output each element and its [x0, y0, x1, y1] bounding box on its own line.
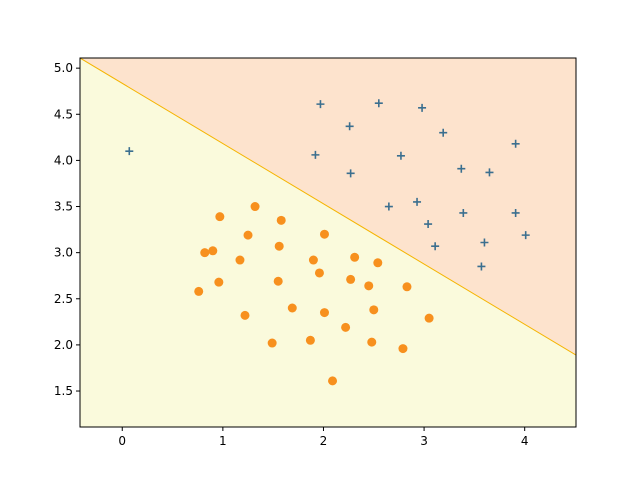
plus-point: [511, 139, 520, 148]
circle-point: [276, 215, 286, 225]
circle-point: [215, 212, 225, 222]
plus-point: [418, 103, 427, 112]
plus-point: [480, 238, 489, 247]
plus-point: [346, 169, 355, 178]
x-tick-label: 4: [521, 434, 529, 448]
y-tick-label: 2.0: [54, 338, 73, 352]
axes-frame: [79, 57, 577, 428]
circle-point: [367, 337, 377, 347]
x-tick-label: 0: [118, 434, 126, 448]
circle-point: [398, 344, 408, 354]
circle-point: [341, 322, 351, 332]
plus-point: [316, 100, 325, 109]
axes: 0 1 2 3 4 1.5 2.0 2.5 3.0 3.5 4.0 4.5 5.0: [54, 61, 529, 448]
plus-point: [384, 202, 393, 211]
circle-point: [373, 258, 383, 268]
plot-area: [80, 58, 576, 427]
circle-point: [319, 308, 329, 318]
plus-point: [413, 197, 422, 206]
y-tick-label: 3.0: [54, 246, 73, 260]
circle-point: [350, 252, 360, 262]
circle-point: [200, 248, 210, 258]
plus-point: [374, 99, 383, 108]
plus-point: [125, 147, 134, 156]
circle-point: [274, 241, 284, 251]
circle-point: [364, 281, 374, 291]
plus-point: [424, 220, 433, 229]
plus-point: [459, 208, 468, 217]
circle-point: [208, 246, 218, 256]
y-tick-label: 4.0: [54, 153, 73, 167]
circle-point: [305, 335, 315, 345]
circle-point: [319, 229, 329, 239]
circle-point: [402, 282, 412, 292]
y-tick-label: 2.5: [54, 292, 73, 306]
y-tick-label: 1.5: [54, 384, 73, 398]
circle-point: [346, 274, 356, 284]
plus-point: [345, 122, 354, 131]
circle-point: [273, 276, 283, 286]
x-tick-label: 2: [320, 434, 328, 448]
plus-point: [396, 151, 405, 160]
plus-point: [477, 262, 486, 271]
circle-point: [328, 376, 338, 386]
plus-point: [431, 242, 440, 251]
circle-point: [214, 277, 224, 287]
plus-point: [311, 150, 320, 159]
circle-point: [287, 303, 297, 313]
y-tick-label: 3.5: [54, 200, 73, 214]
circle-point: [240, 310, 250, 320]
circle-point: [243, 230, 253, 240]
y-tick-label: 5.0: [54, 61, 73, 75]
circle-point: [194, 286, 204, 296]
plus-point: [439, 128, 448, 137]
circle-point: [250, 202, 260, 212]
circle-point: [235, 255, 245, 265]
y-tick-label: 4.5: [54, 107, 73, 121]
plus-point: [521, 231, 530, 240]
plus-point: [457, 164, 466, 173]
circle-point: [314, 268, 324, 278]
circle-point: [308, 255, 318, 265]
circle-point: [267, 338, 277, 348]
circle-point: [369, 305, 379, 315]
x-tick-label: 1: [219, 434, 227, 448]
plus-point: [511, 208, 520, 217]
x-tick-label: 3: [420, 434, 428, 448]
plus-point: [485, 168, 494, 177]
circle-point: [424, 313, 434, 323]
decision-boundary: [80, 58, 576, 356]
